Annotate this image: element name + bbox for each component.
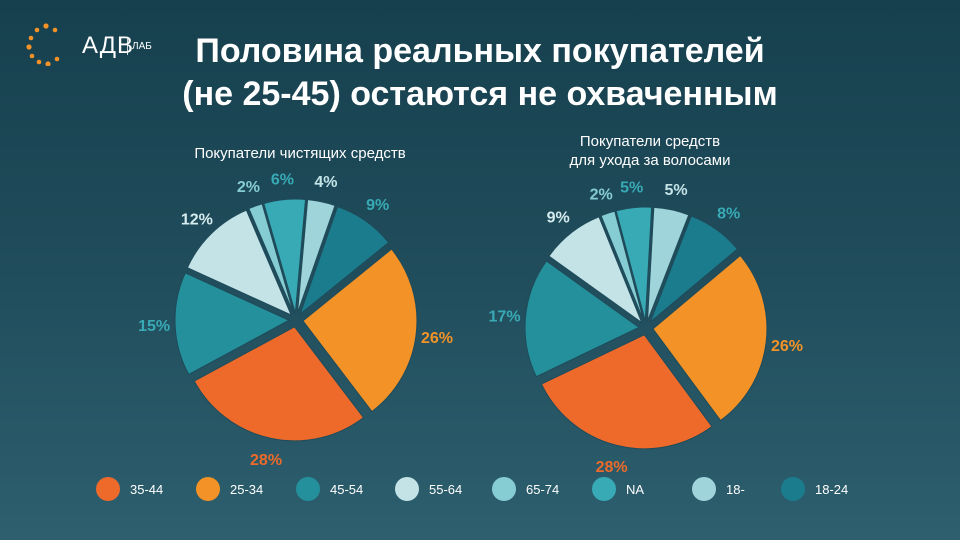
- pie-2-slice-18-24: [649, 215, 739, 323]
- legend-item-55-64: 55-64: [395, 474, 462, 504]
- pie-2-label-55-64: 9%: [547, 209, 570, 226]
- logo-subtext: ЛАБ: [132, 41, 152, 52]
- pie-1-label-25-34: 26%: [421, 330, 453, 347]
- logo-dots-icon: [26, 23, 60, 67]
- legend-swatch: [492, 477, 516, 501]
- legend: 35-44 25-34 45-54 55-64 65-74 NA 18- 18-24: [0, 474, 960, 504]
- pie-1-label-NA: 6%: [271, 172, 294, 189]
- pie-chart-cleaning-products: 26% 28% 15% 12% 2% 6% 4% 9%: [138, 172, 453, 469]
- logo-text: АДВ: [82, 32, 135, 59]
- chart-1-title: Покупатели чистящих средств: [150, 144, 450, 163]
- adv-lab-logo: АДВ ЛАБ: [24, 22, 152, 67]
- legend-swatch: [781, 477, 805, 501]
- pie-1-label-55-64: 12%: [181, 211, 213, 228]
- legend-label: 25-34: [230, 481, 264, 497]
- pie-1-slice-18-: [296, 199, 336, 314]
- pie-1-label-18-24: 9%: [366, 197, 389, 214]
- pie-2-label-NA: 5%: [620, 180, 643, 197]
- legend-label: 18-24: [815, 481, 849, 497]
- pie-1-slice-18-24: [298, 206, 390, 316]
- pie-2-slice-35-44: [540, 334, 713, 450]
- legend-label: 18-: [726, 481, 745, 497]
- pie-1-label-18-: 4%: [314, 174, 337, 191]
- legend-swatch: [692, 477, 716, 501]
- pie-2-label-18-: 5%: [664, 182, 687, 199]
- pie-2-label-65-74: 2%: [590, 186, 613, 203]
- legend-item-18-: 18-: [692, 474, 745, 504]
- pie-1-label-45-54: 15%: [138, 318, 170, 335]
- pie-2-slice-45-54: [524, 260, 641, 378]
- chart-2-title-line-2: для ухода за волосами: [569, 152, 731, 169]
- pie-2-label-45-54: 17%: [489, 309, 521, 326]
- pie-2-slice-18-: [646, 206, 690, 322]
- legend-item-18-24: 18-24: [781, 474, 848, 504]
- chart-1-title-line-1: Покупатели чистящих средств: [194, 145, 406, 162]
- legend-label: 55-64: [429, 481, 463, 497]
- legend-swatch: [296, 477, 320, 501]
- legend-item-45-54: 45-54: [296, 474, 363, 504]
- chart-2-title: Покупатели средств для ухода за волосами: [500, 132, 800, 170]
- pie-1-slice-55-64: [186, 209, 293, 316]
- logo-separator: [127, 39, 128, 55]
- legend-swatch: [96, 477, 120, 501]
- pie-2-label-18-24: 8%: [717, 206, 740, 223]
- pie-1-slice-25-34: [302, 248, 418, 413]
- pie-2-slice-55-64: [548, 216, 643, 324]
- legend-label: 35-44: [130, 481, 164, 497]
- legend-label: 65-74: [526, 481, 560, 497]
- pie-1-slice-NA: [263, 198, 307, 314]
- legend-label: 45-54: [330, 481, 364, 497]
- legend-item-35-44: 35-44: [96, 474, 163, 504]
- legend-label: NA: [626, 481, 645, 497]
- pie-1-slice-65-74: [248, 203, 295, 314]
- pie-1-slice-45-54: [174, 272, 291, 376]
- legend-swatch: [592, 477, 616, 501]
- pie-2-slice-NA: [615, 206, 653, 322]
- legend-swatch: [395, 477, 419, 501]
- slide-title: Половина реальных покупателей (не 25-45)…: [110, 30, 850, 116]
- legend-swatch: [196, 477, 220, 501]
- slide-title-line-1: Половина реальных покупателей: [195, 32, 765, 70]
- pie-1-label-35-44: 28%: [250, 452, 282, 469]
- pie-2-label-25-34: 26%: [771, 338, 803, 355]
- pie-2-slice-65-74: [600, 210, 645, 322]
- legend-item-NA: NA: [592, 474, 644, 504]
- pie-chart-hair-care-products: 26% 28% 17% 9% 2% 5% 5% 8%: [489, 180, 803, 476]
- slide-title-line-2: (не 25-45) остаются не охваченным: [182, 75, 778, 113]
- pie-1-slice-35-44: [193, 326, 365, 442]
- pie-1-label-65-74: 2%: [237, 179, 260, 196]
- pie-2-slice-25-34: [652, 254, 768, 422]
- chart-2-title-line-1: Покупатели средств: [579, 133, 721, 150]
- legend-item-25-34: 25-34: [196, 474, 263, 504]
- pie-2-label-35-44: 28%: [596, 459, 628, 476]
- legend-item-65-74: 65-74: [492, 474, 559, 504]
